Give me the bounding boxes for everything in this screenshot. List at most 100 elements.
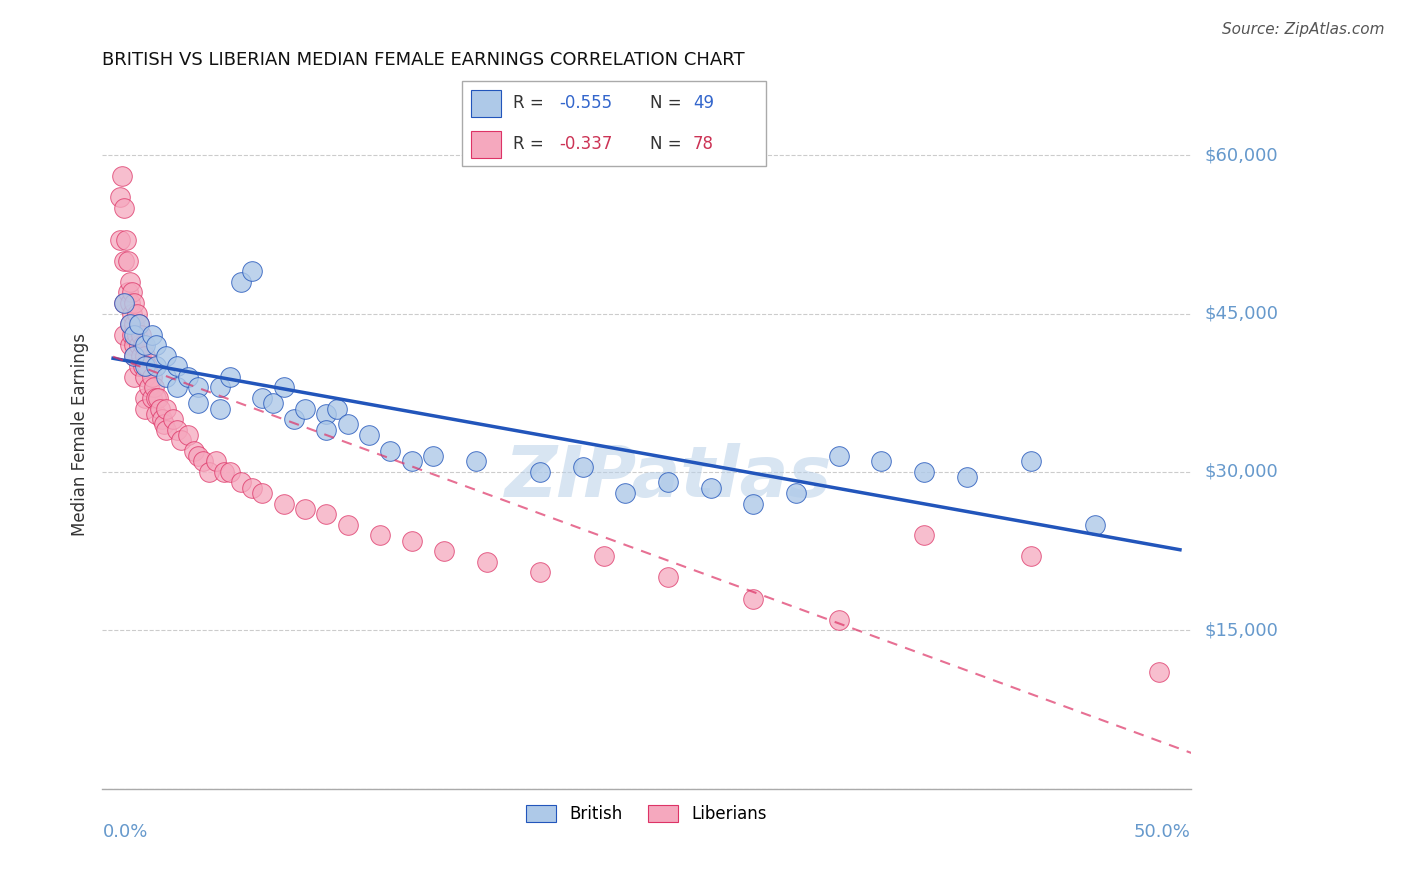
Point	[229, 475, 252, 490]
Point	[166, 423, 188, 437]
Point	[657, 475, 679, 490]
Point	[529, 565, 551, 579]
Point	[912, 528, 935, 542]
Point	[464, 454, 486, 468]
Point	[134, 349, 156, 363]
Point	[170, 434, 193, 448]
Point	[120, 317, 142, 331]
Point	[112, 253, 135, 268]
Point	[128, 359, 150, 374]
Point	[283, 412, 305, 426]
Text: $15,000: $15,000	[1205, 621, 1278, 640]
Point	[187, 396, 209, 410]
Point	[177, 370, 200, 384]
Point	[125, 327, 148, 342]
Point	[315, 423, 337, 437]
Point	[108, 190, 131, 204]
Point	[162, 412, 184, 426]
Point	[870, 454, 893, 468]
Point	[1019, 549, 1042, 564]
Point	[336, 517, 359, 532]
Point	[134, 338, 156, 352]
Point	[124, 327, 146, 342]
Text: 50.0%: 50.0%	[1133, 823, 1191, 841]
Point	[177, 428, 200, 442]
Point	[187, 449, 209, 463]
Point	[252, 486, 274, 500]
Point	[315, 507, 337, 521]
Point	[155, 370, 177, 384]
Point	[204, 454, 226, 468]
Text: 0.0%: 0.0%	[103, 823, 148, 841]
Point	[614, 486, 637, 500]
Point	[128, 317, 150, 331]
Point	[117, 253, 139, 268]
Point	[149, 401, 172, 416]
Point	[208, 380, 231, 394]
Point	[115, 233, 138, 247]
Point	[742, 591, 765, 606]
Point	[1019, 454, 1042, 468]
Point	[187, 380, 209, 394]
Point	[153, 417, 176, 432]
Text: $45,000: $45,000	[1205, 304, 1278, 323]
Point	[128, 338, 150, 352]
Point	[124, 317, 146, 331]
Text: BRITISH VS LIBERIAN MEDIAN FEMALE EARNINGS CORRELATION CHART: BRITISH VS LIBERIAN MEDIAN FEMALE EARNIN…	[103, 51, 745, 69]
Point	[336, 417, 359, 432]
Point	[219, 370, 242, 384]
Point	[111, 169, 134, 184]
Point	[124, 338, 146, 352]
Point	[166, 359, 188, 374]
Point	[529, 465, 551, 479]
Point	[219, 465, 242, 479]
Point	[120, 317, 142, 331]
Point	[827, 613, 849, 627]
Point	[191, 454, 214, 468]
Point	[229, 275, 252, 289]
Point	[912, 465, 935, 479]
Point	[129, 349, 152, 363]
Point	[155, 423, 177, 437]
Point	[146, 391, 169, 405]
Text: $30,000: $30,000	[1205, 463, 1278, 481]
Point	[198, 465, 221, 479]
Point	[273, 497, 295, 511]
Point	[108, 233, 131, 247]
Point	[827, 449, 849, 463]
Point	[134, 370, 156, 384]
Point	[294, 501, 316, 516]
Point	[422, 449, 444, 463]
Point	[141, 391, 163, 405]
Point	[141, 370, 163, 384]
Point	[120, 338, 142, 352]
Point	[134, 359, 156, 374]
Point	[136, 359, 159, 374]
Point	[155, 401, 177, 416]
Point	[134, 391, 156, 405]
Point	[380, 443, 402, 458]
Point	[117, 285, 139, 300]
Point	[120, 296, 142, 310]
Point	[132, 338, 155, 352]
Point	[166, 380, 188, 394]
Point	[112, 201, 135, 215]
Point	[121, 285, 143, 300]
Point	[252, 391, 274, 405]
Point	[699, 481, 721, 495]
Point	[128, 317, 150, 331]
Point	[326, 401, 349, 416]
Text: $60,000: $60,000	[1205, 146, 1278, 164]
Point	[240, 481, 263, 495]
Point	[124, 296, 146, 310]
Point	[124, 349, 146, 363]
Point	[571, 459, 593, 474]
Point	[592, 549, 614, 564]
Point	[262, 396, 284, 410]
Point	[134, 401, 156, 416]
Point	[145, 391, 167, 405]
Point	[138, 380, 160, 394]
Point	[315, 407, 337, 421]
Point	[120, 275, 142, 289]
Point	[132, 359, 155, 374]
